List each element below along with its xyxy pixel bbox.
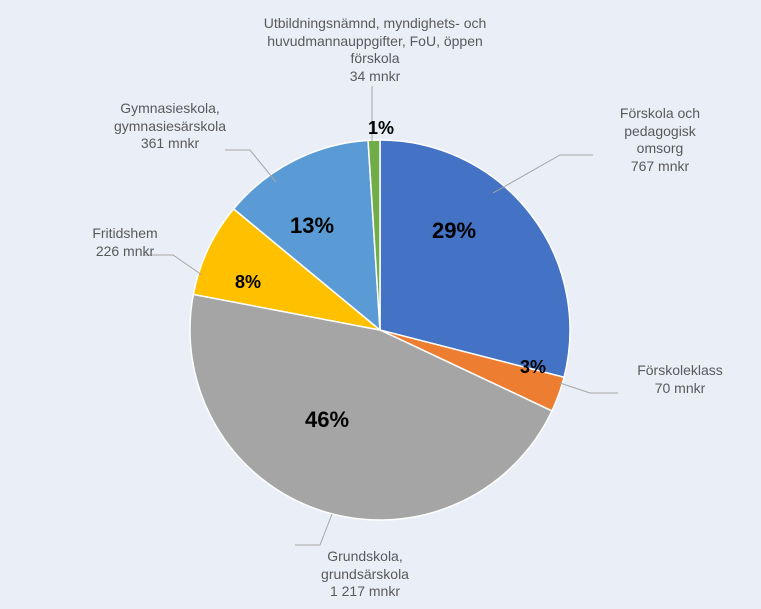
slice-label-line: gymnasiesärskola: [114, 118, 226, 134]
slice-label-line: omsorg: [637, 140, 684, 156]
slice-label-forskoleklass: Förskoleklass 70 mnkr: [620, 362, 740, 397]
slice-label-line: grundsärskola: [321, 566, 409, 582]
slice-label-gymnasie: Gymnasieskola, gymnasiesärskola 361 mnkr: [85, 100, 255, 153]
slice-label-line: 226 mnkr: [96, 243, 154, 259]
leader-line-forskola: [493, 155, 593, 193]
slice-label-line: Grundskola,: [327, 548, 402, 564]
slice-pct-grundskola: 46%: [305, 407, 349, 433]
pie-svg: [0, 0, 761, 609]
leader-line-forskoleklass: [560, 383, 618, 393]
slice-label-line: huvudmannauppgifter, FoU, öppen: [267, 33, 483, 49]
slice-label-line: pedagogisk: [624, 123, 696, 139]
slice-label-forskola: Förskola och pedagogisk omsorg 767 mnkr: [595, 105, 725, 175]
slice-label-line: 767 mnkr: [631, 158, 689, 174]
slice-label-line: Fritidshem: [92, 225, 157, 241]
slice-pct-forskoleklass: 3%: [520, 357, 546, 378]
slice-label-line: Gymnasieskola,: [120, 100, 220, 116]
slice-label-utbildningsnamnd: Utbildningsnämnd, myndighets- och huvudm…: [225, 15, 525, 85]
slice-label-line: 1 217 mnkr: [330, 583, 400, 599]
pie-chart: Förskola och pedagogisk omsorg 767 mnkrF…: [0, 0, 761, 609]
slice-pct-fritidshem: 8%: [235, 272, 261, 293]
slice-pct-utbildningsnamnd: 1%: [368, 118, 394, 139]
slice-label-line: Utbildningsnämnd, myndighets- och: [264, 15, 487, 31]
slice-pct-gymnasie: 13%: [290, 213, 334, 239]
slice-pct-forskola: 29%: [432, 218, 476, 244]
slice-label-line: Förskola och: [620, 105, 700, 121]
slice-label-line: förskola: [350, 50, 399, 66]
slice-label-line: 70 mnkr: [655, 380, 706, 396]
slice-label-line: 361 mnkr: [141, 135, 199, 151]
slice-label-grundskola: Grundskola, grundsärskola 1 217 mnkr: [285, 548, 445, 601]
leader-line-grundskola: [295, 514, 332, 545]
slice-label-line: 34 mnkr: [350, 68, 401, 84]
slice-label-fritidshem: Fritidshem 226 mnkr: [70, 225, 180, 260]
slice-label-line: Förskoleklass: [637, 362, 723, 378]
